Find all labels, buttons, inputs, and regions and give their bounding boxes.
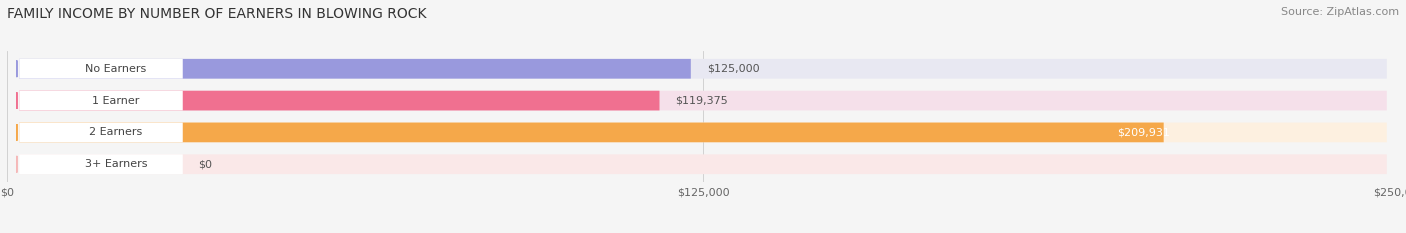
FancyBboxPatch shape xyxy=(20,59,690,79)
FancyBboxPatch shape xyxy=(20,91,1386,110)
Text: $209,931: $209,931 xyxy=(1116,127,1170,137)
FancyBboxPatch shape xyxy=(20,91,659,110)
Text: 1 Earner: 1 Earner xyxy=(93,96,139,106)
Text: No Earners: No Earners xyxy=(86,64,146,74)
Text: $125,000: $125,000 xyxy=(707,64,759,74)
FancyBboxPatch shape xyxy=(20,123,1386,142)
FancyBboxPatch shape xyxy=(20,123,1164,142)
Text: 2 Earners: 2 Earners xyxy=(90,127,142,137)
Text: 3+ Earners: 3+ Earners xyxy=(84,159,148,169)
FancyBboxPatch shape xyxy=(20,59,1386,79)
Text: FAMILY INCOME BY NUMBER OF EARNERS IN BLOWING ROCK: FAMILY INCOME BY NUMBER OF EARNERS IN BL… xyxy=(7,7,426,21)
FancyBboxPatch shape xyxy=(20,154,1386,174)
FancyBboxPatch shape xyxy=(20,59,183,79)
Text: $0: $0 xyxy=(198,159,212,169)
Text: $119,375: $119,375 xyxy=(675,96,728,106)
FancyBboxPatch shape xyxy=(20,154,183,174)
Text: Source: ZipAtlas.com: Source: ZipAtlas.com xyxy=(1281,7,1399,17)
FancyBboxPatch shape xyxy=(20,123,183,142)
FancyBboxPatch shape xyxy=(20,91,183,110)
